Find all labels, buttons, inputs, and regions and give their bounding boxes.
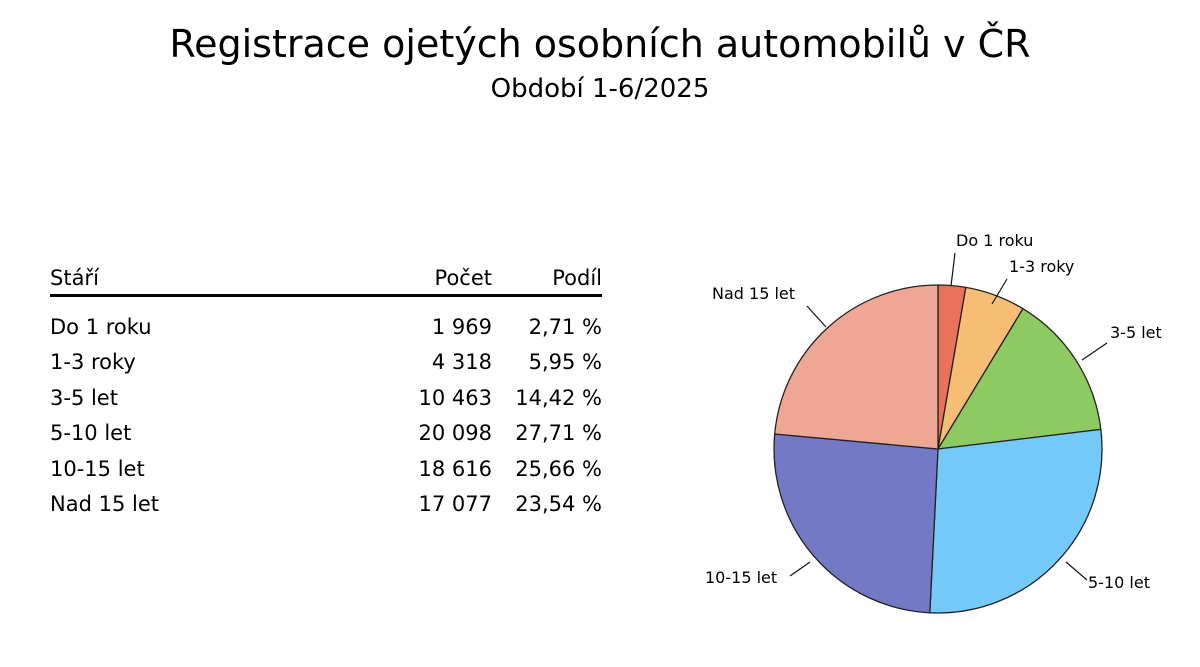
pie-slice-label: 5-10 let — [1088, 573, 1150, 592]
row-count: 18 616 — [418, 456, 492, 481]
table-row: 10-15 let 18 616 25,66 % — [50, 451, 602, 487]
table-row: 3-5 let 10 463 14,42 % — [50, 380, 602, 416]
table-row: 5-10 let 20 098 27,71 % — [50, 416, 602, 452]
row-share: 25,66 % — [515, 456, 602, 481]
row-age: Do 1 roku — [50, 314, 152, 339]
header-share: Podíl — [552, 266, 602, 290]
row-share: 23,54 % — [515, 492, 602, 517]
pie-slice — [929, 428, 1103, 614]
pie-slice-label: Do 1 roku — [956, 231, 1033, 250]
pie-leader-line — [806, 305, 827, 328]
row-share: 14,42 % — [515, 385, 602, 410]
header-count: Počet — [434, 266, 492, 290]
pie-leader-line — [1065, 561, 1088, 581]
pie-leader-line — [950, 252, 956, 287]
row-count: 4 318 — [431, 350, 492, 375]
pie-slice — [774, 284, 939, 450]
table-row: 1-3 roky 4 318 5,95 % — [50, 345, 602, 381]
pie-slice-label: 10-15 let — [705, 568, 777, 587]
row-share: 2,71 % — [528, 314, 602, 339]
header-age: Stáří — [50, 266, 99, 290]
chart-title: Registrace ojetých osobních automobilů v… — [169, 22, 1031, 66]
pie-slice-label: Nad 15 let — [712, 284, 795, 303]
chart-subtitle: Období 1-6/2025 — [490, 74, 710, 104]
row-count: 10 463 — [418, 385, 492, 410]
data-table: Stáří Počet Podíl Do 1 roku 1 969 2,71 %… — [50, 262, 602, 522]
row-count: 20 098 — [418, 421, 492, 446]
row-share: 5,95 % — [528, 350, 602, 375]
table-row: Do 1 roku 1 969 2,71 % — [50, 296, 602, 345]
pie-leader-line — [991, 278, 1008, 305]
pie-slice — [937, 308, 1102, 450]
row-age: 10-15 let — [50, 456, 145, 481]
pie-slice-label: 1-3 roky — [1009, 257, 1074, 276]
pie-leader-line — [789, 561, 811, 577]
table-header-row: Stáří Počet Podíl — [50, 262, 602, 296]
pie-leader-line — [1081, 342, 1108, 361]
row-share: 27,71 % — [515, 421, 602, 446]
row-age: Nad 15 let — [50, 492, 159, 517]
row-age: 3-5 let — [50, 385, 118, 410]
row-age: 1-3 roky — [50, 350, 136, 375]
table-row: Nad 15 let 17 077 23,54 % — [50, 487, 602, 523]
pie-slice — [773, 433, 939, 614]
row-count: 17 077 — [418, 492, 492, 517]
row-age: 5-10 let — [50, 421, 132, 446]
pie-slice-label: 3-5 let — [1110, 323, 1162, 342]
row-count: 1 969 — [431, 314, 492, 339]
